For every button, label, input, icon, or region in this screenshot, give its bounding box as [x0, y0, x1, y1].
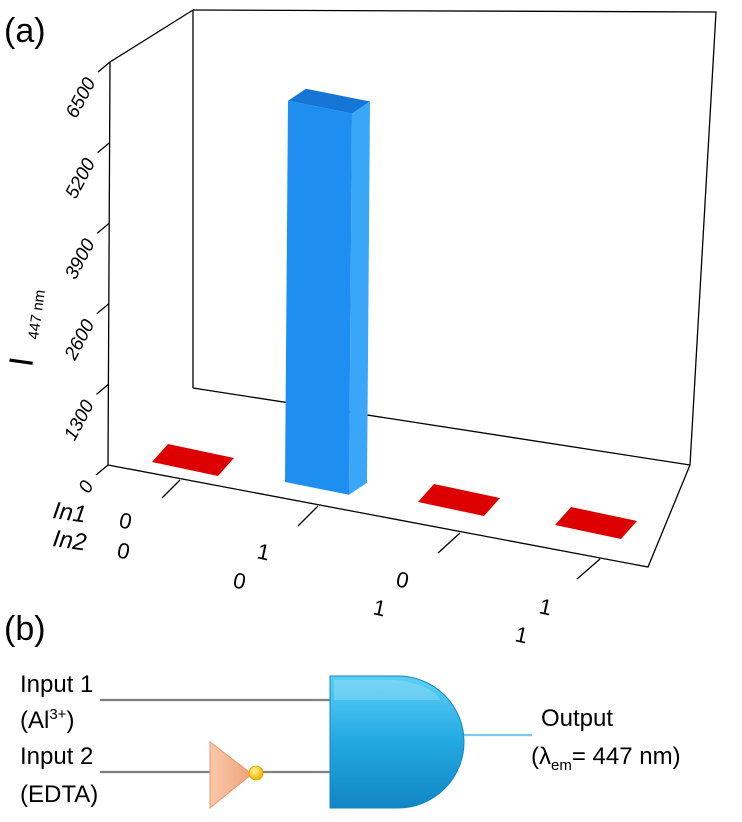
cat2-in1-label: 1 [255, 538, 272, 565]
cat4-in2-label: 1 [513, 621, 530, 648]
floor-front-edges [107, 464, 691, 568]
input2-label: Input 2 [20, 743, 93, 770]
y-axis-label: I [2, 354, 41, 369]
panel-a-label: (a) [4, 12, 46, 50]
y-tick-label: 3900 [61, 235, 100, 283]
y-axis-label-subscript: 447 nm [25, 289, 49, 341]
bar-top-face [288, 88, 370, 114]
y-tick-label: 5200 [62, 155, 101, 203]
back-left-edges [107, 8, 194, 466]
category-labels: 0 0 1 0 0 1 1 1 [115, 507, 554, 648]
and-gate-icon [329, 675, 465, 809]
logic-diagram: Input 1 (Al3+) Input 2 (EDTA) Output (λe… [20, 671, 681, 810]
output-wavelength: (λem= 447 nm) [531, 743, 681, 774]
input1-species: (Al3+) [20, 706, 74, 734]
input1-label: Input 1 [20, 671, 93, 698]
y-tick-mark [97, 142, 111, 154]
and-gate-highlight [334, 680, 440, 700]
y-tick-mark [96, 222, 110, 234]
bar-flat-face [152, 444, 234, 476]
bar-1 [152, 444, 234, 476]
y-tick-label: 2600 [60, 316, 99, 364]
cat3-in1-label: 0 [394, 566, 411, 593]
row-label-in1: In1 [51, 497, 88, 528]
back-top-right-edges [192, 9, 717, 466]
not-gate-icon [209, 740, 253, 810]
output-label: Output [541, 705, 613, 732]
cat3-in2-label: 1 [371, 594, 388, 621]
bars [152, 88, 637, 539]
input2-species: (EDTA) [20, 781, 98, 808]
bar-front-face [285, 100, 352, 495]
y-tick-label: 6500 [62, 74, 101, 122]
y-tick-mark [95, 383, 109, 395]
category-tick [437, 532, 461, 554]
back-floor-edge [192, 387, 691, 466]
cat2-in2-label: 0 [231, 567, 248, 594]
y-tick-mark [96, 303, 110, 315]
bar-flat-face [418, 484, 500, 516]
category-tick [576, 558, 601, 580]
chart-frame [107, 8, 717, 568]
bar-side-face [349, 101, 370, 495]
bar-3 [418, 484, 500, 516]
panel-b-label: (b) [4, 610, 46, 648]
y-axis: 0 1300 2600 3900 5200 6500 [60, 61, 111, 497]
bar-2 [285, 88, 370, 495]
cat1-in2-label: 0 [115, 537, 132, 564]
cat1-in1-label: 0 [117, 507, 134, 534]
inversion-bubble-icon [248, 765, 264, 781]
category-tick [161, 479, 181, 499]
y-tick-label: 1300 [60, 397, 99, 445]
y-tick-mark [97, 61, 111, 73]
bar-flat-face [555, 507, 637, 539]
y-tick-mark [95, 464, 109, 476]
bar-4 [555, 507, 637, 539]
x-axis-ticks [161, 479, 601, 580]
y-axis-title: I 447 nm [2, 289, 49, 369]
y-tick-label: 0 [75, 477, 99, 497]
row-label-in2: In2 [51, 525, 88, 556]
cat4-in1-label: 1 [537, 593, 554, 620]
category-tick [297, 505, 319, 527]
